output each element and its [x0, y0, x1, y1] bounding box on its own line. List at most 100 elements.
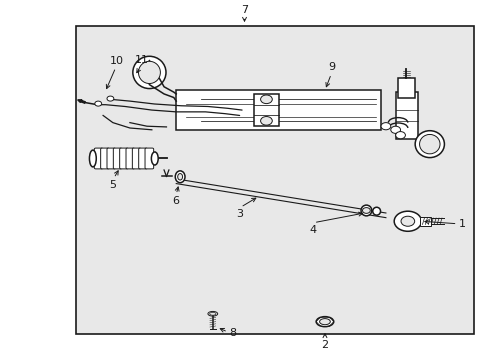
Point: [381, 43, 388, 49]
Point: [373, 177, 381, 183]
Point: [185, 279, 193, 284]
Point: [324, 284, 331, 289]
Point: [161, 221, 168, 227]
Point: [122, 102, 130, 107]
Point: [390, 60, 398, 66]
Point: [267, 99, 275, 104]
Point: [291, 171, 299, 177]
Point: [401, 294, 409, 300]
Point: [447, 192, 455, 197]
Point: [104, 291, 112, 296]
Point: [242, 318, 250, 324]
Point: [371, 56, 379, 62]
Point: [111, 296, 119, 302]
Point: [245, 185, 253, 191]
Point: [265, 112, 273, 118]
Point: [460, 41, 468, 47]
Point: [253, 233, 261, 239]
Point: [125, 231, 133, 237]
Point: [305, 300, 313, 305]
Point: [403, 110, 411, 116]
Point: [258, 318, 266, 323]
Point: [194, 149, 202, 155]
Point: [86, 76, 94, 81]
Point: [394, 244, 402, 250]
Point: [124, 64, 132, 70]
Point: [294, 202, 302, 208]
Point: [299, 279, 306, 285]
Point: [432, 318, 440, 323]
Point: [260, 240, 268, 246]
Point: [370, 66, 378, 72]
Point: [313, 43, 321, 49]
Point: [229, 160, 237, 166]
Point: [404, 37, 411, 43]
Point: [424, 125, 432, 131]
Point: [101, 278, 108, 284]
Point: [317, 115, 325, 121]
Point: [450, 186, 458, 192]
Point: [311, 219, 319, 225]
Point: [448, 220, 456, 226]
Point: [332, 157, 340, 163]
Point: [208, 80, 216, 86]
Ellipse shape: [372, 207, 380, 215]
Point: [95, 118, 102, 124]
Point: [303, 307, 310, 312]
Point: [241, 229, 248, 235]
Point: [396, 34, 404, 40]
Point: [191, 206, 199, 212]
Point: [150, 183, 158, 189]
Point: [358, 217, 366, 223]
Point: [413, 306, 421, 311]
Point: [150, 141, 158, 147]
Point: [118, 117, 125, 123]
Point: [461, 262, 469, 268]
Point: [375, 233, 383, 238]
Point: [332, 175, 340, 181]
Point: [249, 32, 257, 38]
Point: [283, 47, 291, 53]
Point: [91, 99, 99, 105]
Point: [209, 247, 217, 253]
Text: 7: 7: [241, 5, 247, 15]
Point: [387, 211, 395, 216]
Point: [91, 305, 99, 311]
Point: [310, 202, 318, 208]
Point: [437, 235, 445, 240]
Ellipse shape: [177, 174, 182, 180]
Point: [312, 69, 320, 75]
Point: [296, 62, 304, 67]
Point: [429, 114, 437, 120]
Point: [417, 163, 425, 169]
Point: [188, 172, 196, 178]
Point: [371, 45, 379, 50]
Point: [425, 264, 433, 270]
Point: [198, 252, 206, 258]
Point: [288, 141, 296, 147]
Ellipse shape: [209, 312, 216, 315]
Point: [126, 111, 134, 117]
Point: [263, 103, 270, 109]
Point: [244, 130, 252, 136]
Point: [386, 94, 394, 100]
Text: 5: 5: [109, 180, 116, 190]
Point: [150, 285, 158, 291]
Point: [231, 223, 239, 229]
Point: [347, 138, 355, 143]
Point: [289, 290, 297, 296]
Point: [303, 255, 310, 260]
Point: [195, 310, 203, 316]
Point: [368, 105, 376, 111]
Point: [270, 54, 278, 60]
Point: [439, 193, 447, 199]
Point: [219, 316, 227, 321]
Point: [395, 56, 403, 62]
Point: [333, 105, 341, 111]
Point: [164, 162, 172, 168]
Point: [272, 154, 280, 160]
Point: [137, 301, 144, 307]
Point: [438, 246, 446, 252]
Point: [452, 129, 460, 135]
Point: [350, 163, 358, 169]
